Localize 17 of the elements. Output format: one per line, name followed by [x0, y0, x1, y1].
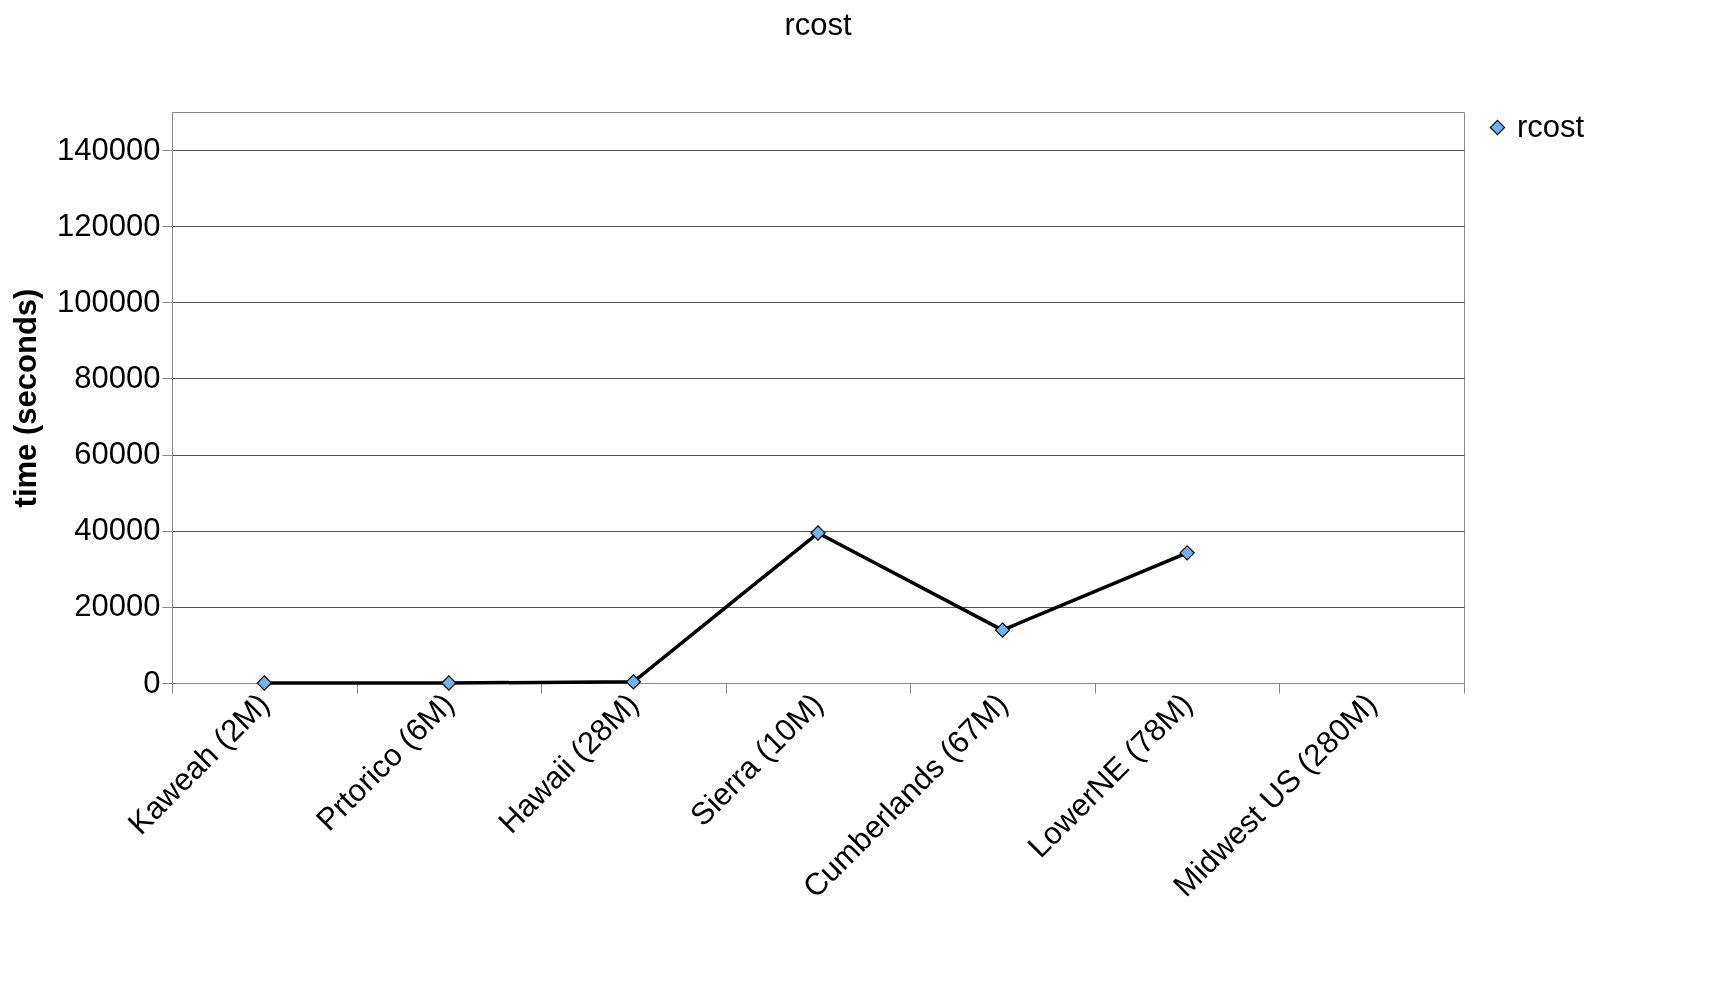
y-tick-label: 140000 — [57, 131, 161, 167]
y-tick-label: 100000 — [57, 283, 161, 319]
point — [625, 674, 642, 690]
y-tick-label: 120000 — [57, 207, 161, 243]
y-tick-label: 40000 — [74, 512, 161, 548]
y-tick-label: 0 — [143, 664, 161, 700]
y-tick-label: 20000 — [74, 588, 161, 624]
point — [256, 675, 272, 691]
point — [1179, 545, 1195, 561]
point — [810, 525, 826, 541]
y-tick-label: 80000 — [74, 359, 161, 395]
chart-title: rcost — [784, 7, 852, 42]
y-tick-label: 60000 — [74, 436, 161, 472]
y-axis-title: time (seconds) — [8, 288, 44, 508]
point — [994, 622, 1011, 638]
legend-label: rcost — [1517, 108, 1585, 144]
point — [441, 675, 457, 691]
